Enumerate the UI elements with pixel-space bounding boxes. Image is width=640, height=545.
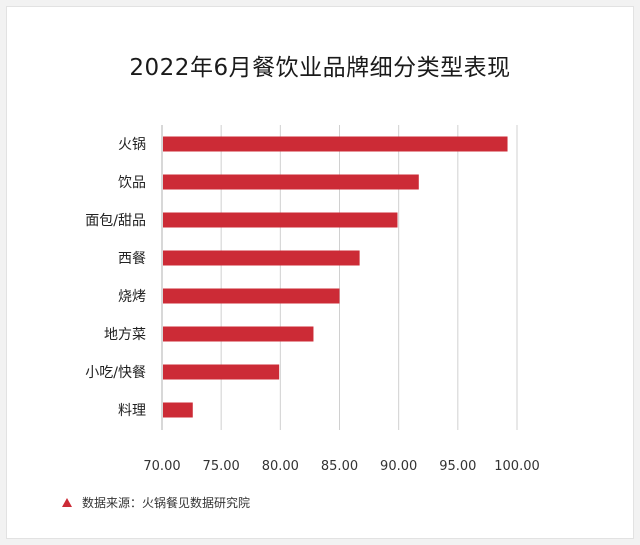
bar <box>163 136 508 152</box>
category-label: 烧烤 <box>118 289 146 305</box>
bar <box>163 212 398 228</box>
bar <box>163 174 419 190</box>
bar <box>163 250 360 266</box>
x-tick-label: 90.00 <box>380 459 417 474</box>
category-label: 饮品 <box>118 175 146 191</box>
x-tick-label: 100.00 <box>494 459 540 474</box>
x-tick-label: 85.00 <box>321 459 358 474</box>
x-tick-label: 95.00 <box>439 459 476 474</box>
category-label: 面包/甜品 <box>85 213 146 229</box>
triangle-icon <box>62 498 72 507</box>
bar <box>163 364 280 380</box>
source-note: 数据来源：火锅餐见数据研究院 <box>62 494 250 511</box>
category-label: 料理 <box>118 403 146 419</box>
x-tick-label: 75.00 <box>203 459 240 474</box>
category-label: 小吃/快餐 <box>85 365 146 381</box>
category-label: 西餐 <box>118 251 146 267</box>
x-tick-label: 70.00 <box>143 459 180 474</box>
bar <box>163 326 314 342</box>
x-tick-label: 80.00 <box>262 459 299 474</box>
chart-title: 2022年6月餐饮业品牌细分类型表现 <box>129 55 511 81</box>
category-label: 火锅 <box>118 137 146 153</box>
category-label: 地方菜 <box>104 327 146 343</box>
chart-card <box>6 6 634 539</box>
bar <box>163 288 340 304</box>
bar <box>163 402 193 418</box>
source-text: 数据来源：火锅餐见数据研究院 <box>82 496 251 510</box>
